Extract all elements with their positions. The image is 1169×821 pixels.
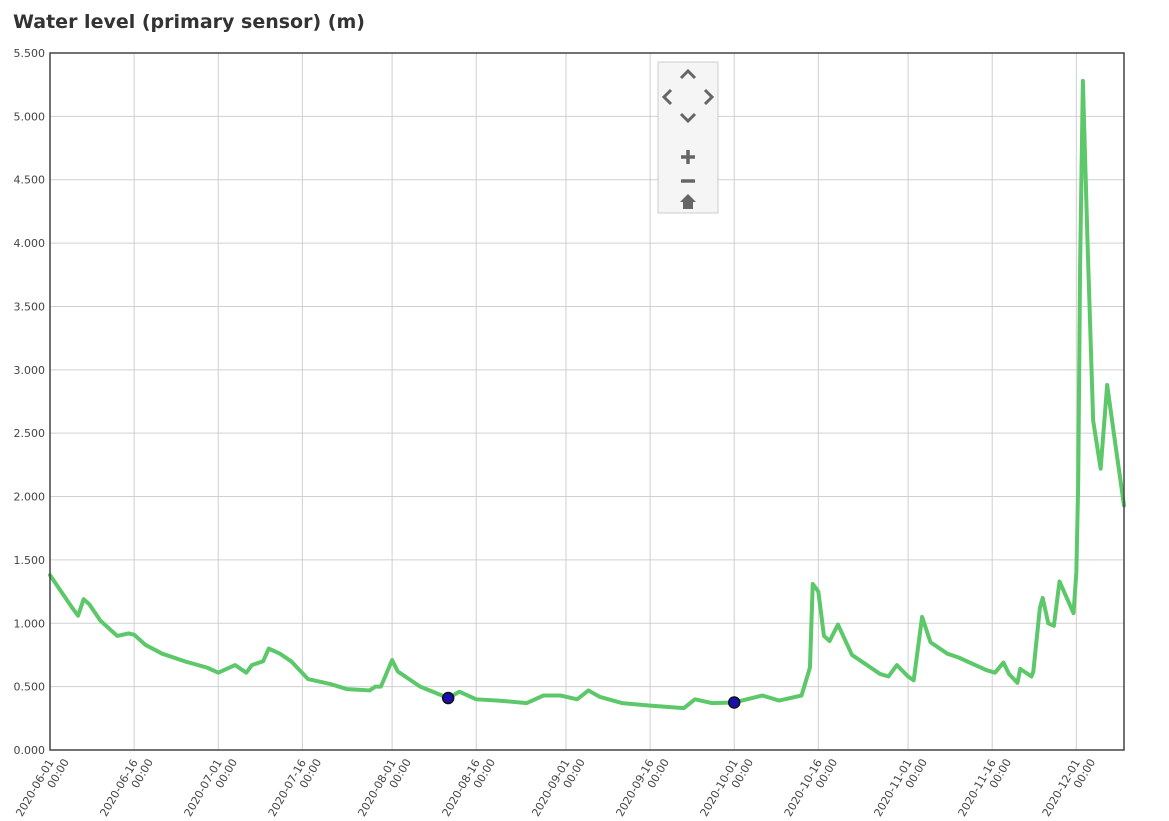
- x-tick-label: 2020-10-1600:00: [782, 750, 840, 821]
- x-tick-label: 2020-06-0100:00: [13, 750, 71, 821]
- y-tick-label: 2.500: [14, 427, 46, 440]
- x-tick-label: 2020-06-1600:00: [97, 750, 155, 821]
- plot-border: [49, 52, 1125, 751]
- x-tick-label: 2020-11-1600:00: [956, 750, 1014, 821]
- y-tick-label: 0.500: [14, 681, 46, 694]
- x-tick-label: 2020-07-1600:00: [266, 750, 324, 821]
- x-tick-label: 2020-08-0100:00: [355, 750, 413, 821]
- y-tick-label: 2.000: [14, 491, 46, 504]
- x-tick-label: 2020-09-1600:00: [613, 750, 671, 821]
- pan-down[interactable]: [679, 112, 697, 124]
- zoom-home[interactable]: [680, 194, 696, 209]
- x-tick-label: 2020-09-0100:00: [529, 750, 587, 821]
- y-tick-label: 3.500: [14, 300, 46, 313]
- x-tick-label: 2020-12-0100:00: [1040, 750, 1098, 821]
- x-tick-label: 2020-11-0100:00: [871, 750, 929, 821]
- zoom-panel: [657, 61, 719, 214]
- plot: [48, 78, 1126, 711]
- highlight-point: [727, 696, 741, 709]
- chart-title: Water level (primary sensor) (m): [13, 11, 365, 33]
- x-tick-label: 2020-10-0100:00: [698, 750, 756, 821]
- x-tick-label: 2020-07-0100:00: [182, 750, 240, 821]
- y-tick-label: 1.000: [14, 617, 46, 630]
- y-tick-label: 5.000: [14, 110, 46, 123]
- zoom-control[interactable]: [657, 61, 719, 214]
- pan-up[interactable]: [679, 68, 697, 80]
- zoom-in[interactable]: [681, 150, 695, 164]
- data-line: [48, 78, 1126, 711]
- y-tick-label: 4.000: [14, 237, 46, 250]
- y-tick-label: 0.000: [14, 744, 46, 757]
- grid: [49, 52, 1124, 751]
- pan-left[interactable]: [661, 88, 673, 106]
- y-tick-label: 4.500: [14, 174, 46, 187]
- y-tick-label: 3.000: [14, 364, 46, 377]
- pan-right[interactable]: [703, 88, 715, 106]
- highlight-point: [441, 691, 455, 705]
- y-tick-label: 5.500: [14, 47, 46, 60]
- y-tick-label: 1.500: [14, 554, 46, 567]
- x-tick-label: 2020-08-1600:00: [440, 750, 498, 821]
